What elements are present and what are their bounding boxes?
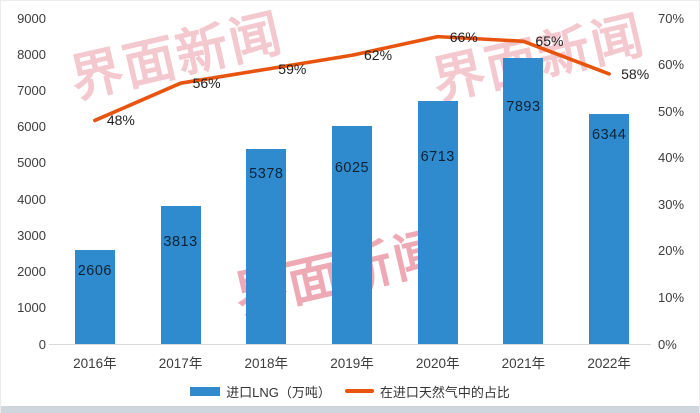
right-axis-tick: 40% [658, 150, 685, 166]
percentage-label: 62% [364, 47, 393, 64]
x-axis-label-2016年: 2016年 [73, 356, 117, 371]
right-axis-tick: 70% [658, 10, 685, 26]
percentage-label: 59% [278, 61, 307, 78]
bar-value-label: 2606 [77, 262, 112, 279]
percentage-label: 66% [449, 28, 478, 45]
right-axis-tick: 50% [658, 103, 685, 119]
x-axis-line [49, 344, 651, 345]
left-axis-tick: 0 [38, 336, 46, 352]
bar-2021年: 7893 [503, 58, 544, 344]
legend-item-bar: 进口LNG（万吨） [190, 382, 331, 401]
bar-value-label: 7893 [506, 99, 541, 116]
left-axis-tick: 9000 [17, 10, 46, 26]
x-axis-label-2021年: 2021年 [501, 356, 546, 371]
x-axis-label-2022年: 2022年 [587, 356, 631, 371]
watermark-jiemian-top-left: 界面新闻 [65, 4, 289, 110]
left-axis-tick: 1000 [17, 300, 46, 316]
right-axis-tick: 20% [658, 243, 685, 259]
left-axis-tick: 6000 [17, 119, 46, 135]
percentage-label: 65% [535, 33, 564, 50]
percentage-label: 48% [106, 112, 135, 129]
x-axis-label-2020年: 2020年 [415, 356, 460, 371]
left-axis-tick: 3000 [17, 227, 46, 243]
legend-item-line: 在进口天然气中的占比 [344, 382, 510, 401]
right-axis-tick: 0% [658, 336, 677, 352]
page-bottom-edge [1, 406, 699, 413]
bar-2022年: 6344 [589, 114, 630, 344]
legend: 进口LNG（万吨） 在进口天然气中的占比 [1, 381, 699, 401]
bar-2019年: 6025 [332, 125, 372, 344]
bar-value-label: 6025 [334, 159, 370, 176]
legend-bar-label: 进口LNG（万吨） [226, 384, 331, 400]
legend-bar-swatch-icon [190, 386, 221, 396]
percentage-label: 56% [192, 75, 221, 92]
bar-2020年: 6713 [417, 100, 458, 344]
left-axis-tick: 8000 [17, 46, 46, 62]
legend-line-swatch-icon [344, 389, 374, 393]
right-axis-tick: 30% [658, 196, 685, 212]
x-axis-label-2018年: 2018年 [244, 356, 289, 371]
bar-2018年: 5378 [246, 149, 287, 344]
left-axis-tick: 7000 [17, 82, 46, 98]
bar-2017年: 3813 [160, 205, 201, 344]
left-axis-tick: 2000 [17, 264, 46, 280]
bar-value-label: 3813 [163, 233, 198, 250]
bar-value-label: 6713 [420, 148, 455, 165]
x-axis-label-2019年: 2019年 [330, 356, 374, 371]
bar-value-label: 6344 [592, 127, 627, 144]
left-axis-tick: 4000 [17, 191, 46, 207]
right-axis-tick: 60% [658, 57, 685, 73]
percentage-label: 58% [621, 65, 650, 82]
right-axis-tick: 10% [658, 289, 685, 305]
legend-line-label: 在进口天然气中的占比 [379, 384, 510, 400]
bar-2016年: 2606 [74, 249, 115, 344]
bar-value-label: 5378 [249, 166, 284, 183]
x-axis-label-2017年: 2017年 [158, 356, 203, 371]
left-axis-tick: 5000 [17, 155, 46, 171]
